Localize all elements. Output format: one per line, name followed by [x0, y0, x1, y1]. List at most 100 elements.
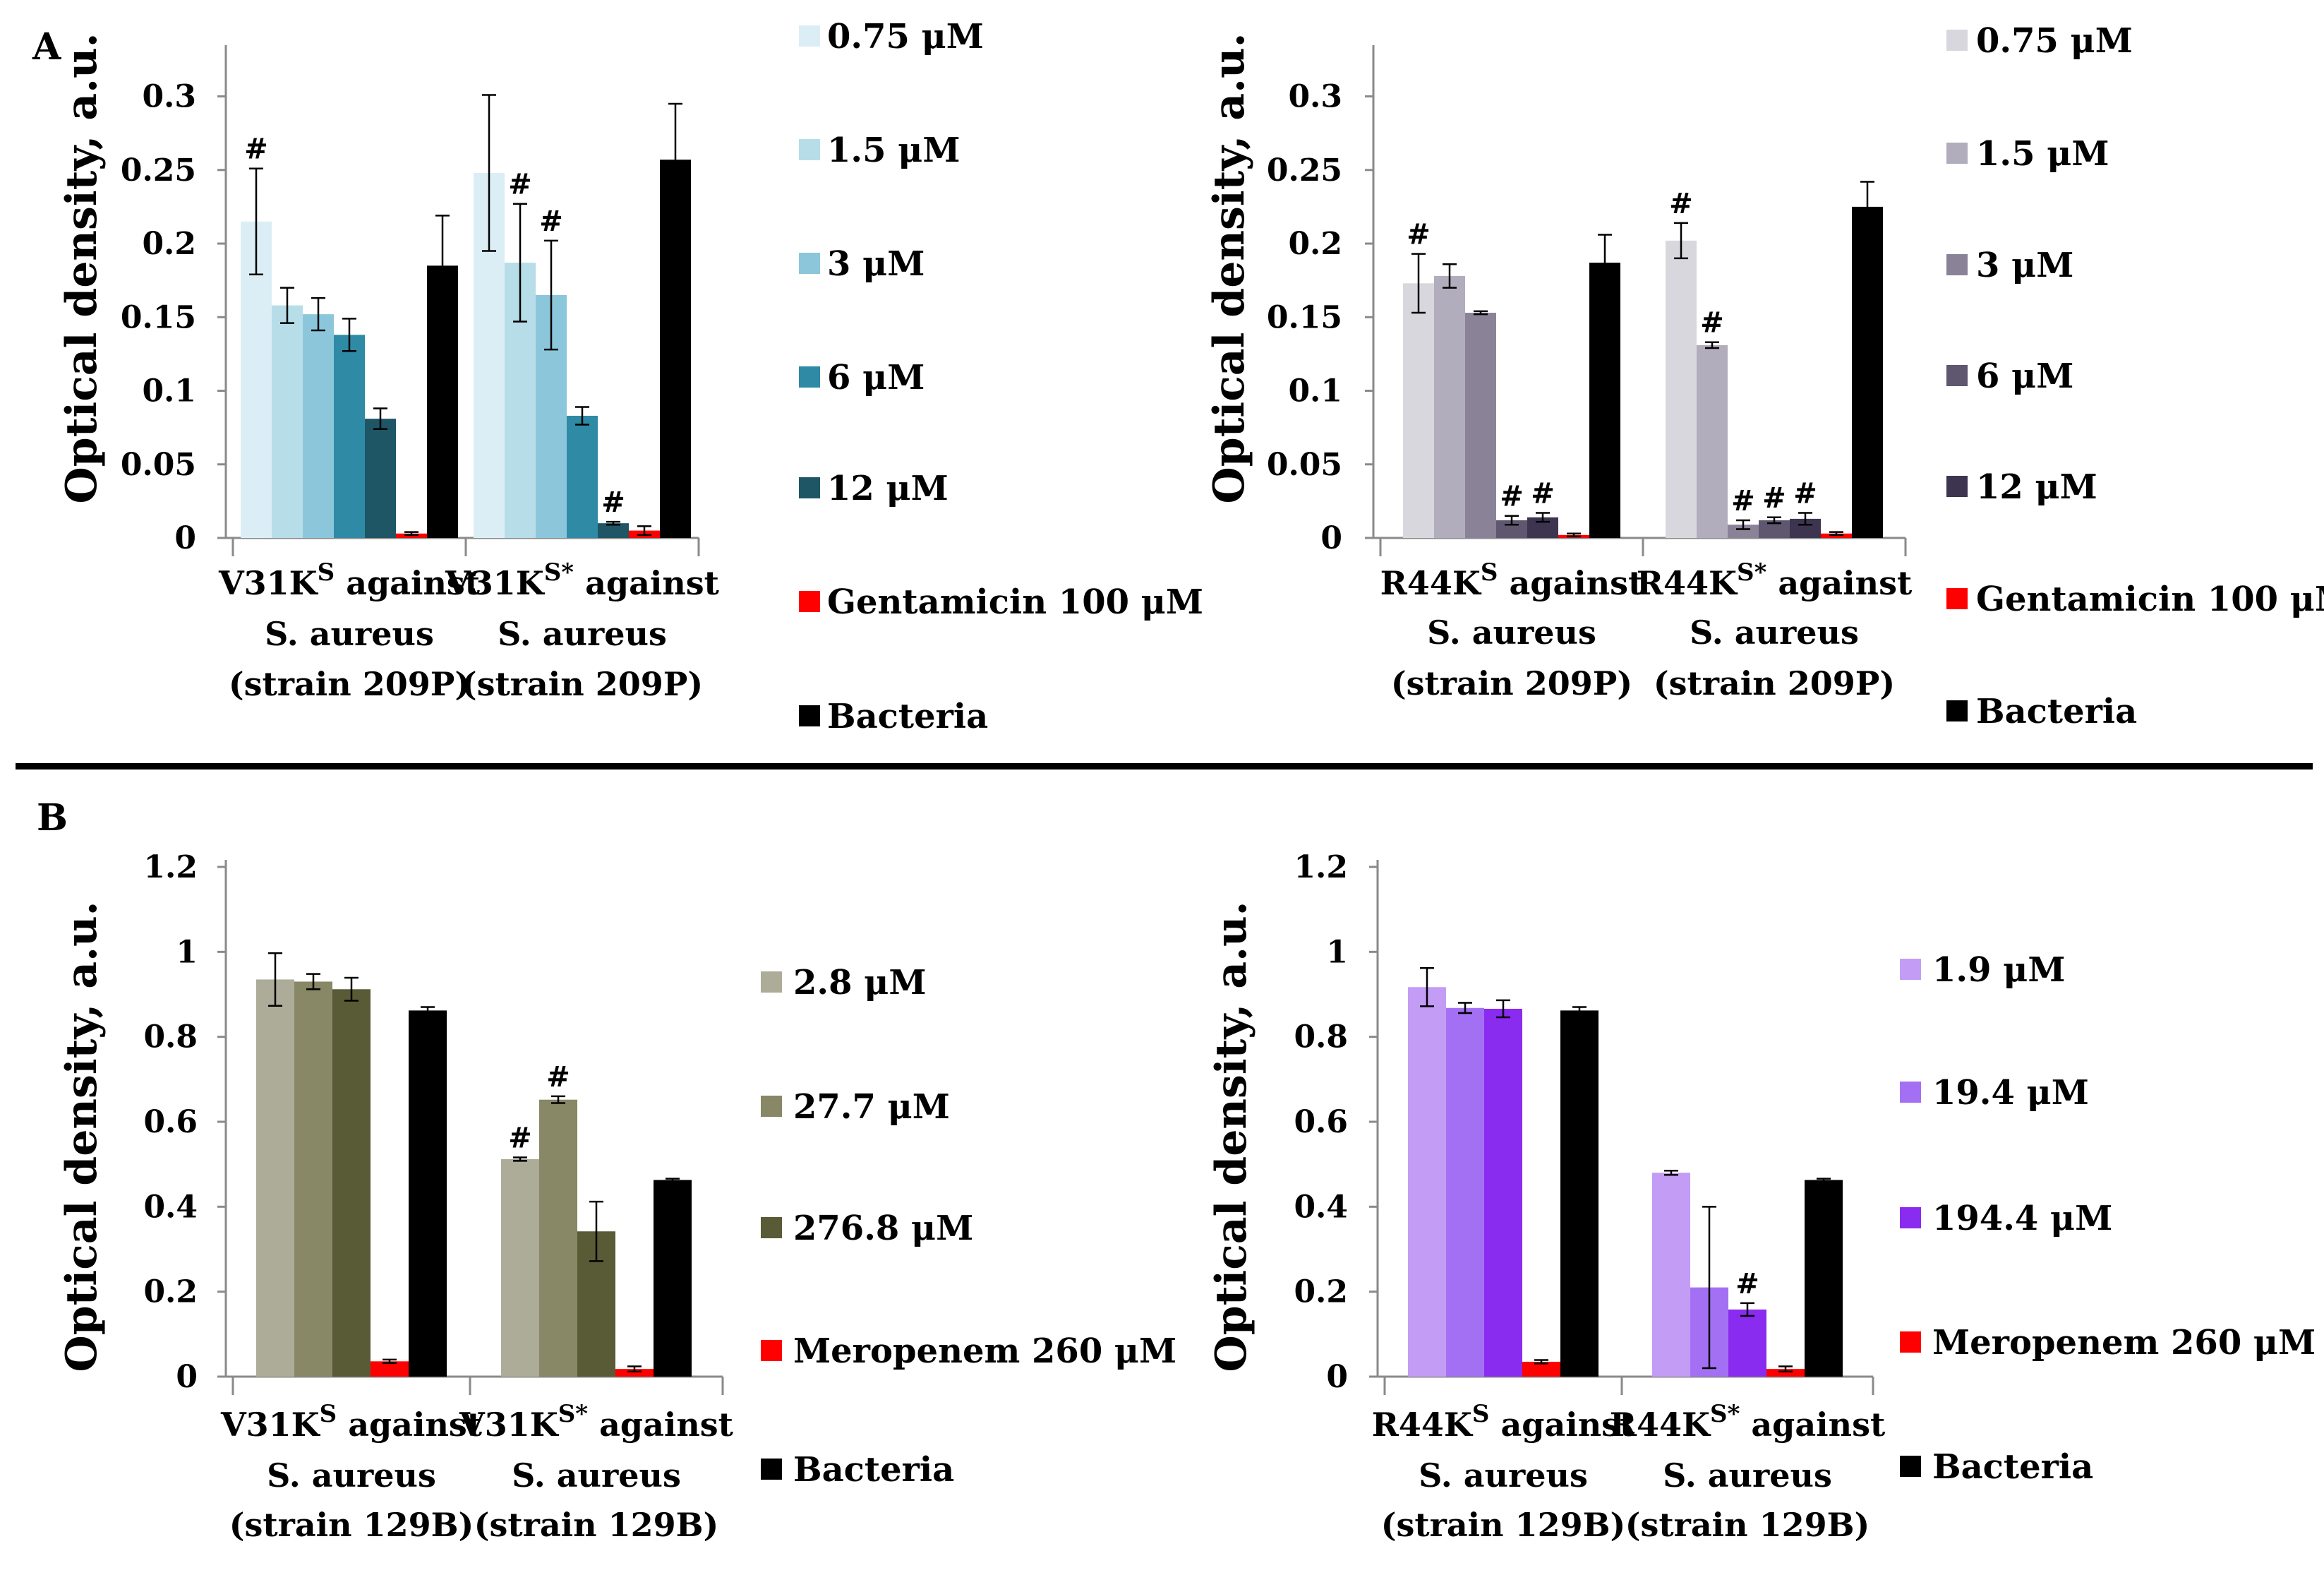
- bar: [1465, 313, 1496, 538]
- charts: 0 0.05 0.1 0.15 0.2 0.25 0.3 Optical density, a…: [57, 17, 2324, 1544]
- legend-swatch: [1946, 365, 1968, 386]
- y-tick-label: 0.15: [1267, 299, 1342, 335]
- bar: [501, 1158, 539, 1377]
- significance-marker: #: [1531, 477, 1555, 510]
- category-label: R44KS* against: [1637, 558, 1913, 602]
- legend-label: Bacteria: [1976, 692, 2137, 731]
- category-label-strain: (strain 209P): [229, 665, 470, 703]
- legend-label: 12 μM: [1976, 467, 2097, 507]
- legend-swatch: [799, 366, 820, 388]
- legend-label: 19.4 μM: [1932, 1073, 2089, 1113]
- category-label: V31KS against: [218, 558, 481, 602]
- category-label-species: S. aureus: [267, 1456, 436, 1495]
- bar: [615, 1369, 654, 1377]
- legend-label: 1.9 μM: [1932, 950, 2065, 990]
- significance-marker: #: [601, 486, 625, 519]
- bar: [409, 1010, 447, 1377]
- category-label: V31KS* against: [445, 558, 720, 602]
- bar: [334, 335, 365, 538]
- y-axis-label: Optical density, a.u.: [57, 901, 107, 1372]
- significance-marker: #: [508, 1122, 532, 1155]
- y-tick-label: 0.6: [143, 1104, 198, 1140]
- significance-marker: #: [244, 133, 268, 166]
- bar: [303, 314, 334, 538]
- legend-label: 12 μM: [827, 469, 949, 508]
- chart-1: 0 0.05 0.1 0.15 0.2 0.25 0.3 Optical density, a…: [57, 17, 1203, 736]
- chart-3: 0 0.2 0.4 0.6 0.8 1 1.2 Optical density, a.u. V3…: [57, 849, 1176, 1544]
- significance-marker: #: [1735, 1267, 1759, 1300]
- chart-2: 0 0.05 0.1 0.15 0.2 0.25 0.3 Optical density, a…: [1205, 21, 2324, 731]
- panel-divider: [16, 763, 2313, 769]
- y-tick-label: 0.3: [1288, 79, 1342, 115]
- panel-letter-a: A: [32, 25, 61, 68]
- y-tick-label: 0: [1320, 520, 1342, 556]
- legend-swatch: [1946, 700, 1968, 721]
- y-tick-label: 0.8: [1294, 1019, 1348, 1055]
- y-tick-label: 0.15: [121, 299, 196, 335]
- bar: [1697, 345, 1728, 538]
- bar: [1408, 987, 1446, 1377]
- bar: [1652, 1173, 1690, 1377]
- legend-label: Meropenem 260 μM: [1932, 1323, 2316, 1363]
- legend-swatch: [1900, 1456, 1921, 1477]
- bar: [660, 160, 691, 538]
- significance-marker: #: [539, 205, 563, 238]
- legend-label: 0.75 μM: [1976, 21, 2133, 61]
- y-tick-label: 1: [176, 934, 198, 970]
- category-label: R44KS* against: [1610, 1400, 1886, 1444]
- legend-swatch: [1900, 1331, 1921, 1353]
- bar: [1805, 1180, 1843, 1377]
- bar: [654, 1180, 692, 1377]
- y-tick-label: 0.3: [142, 79, 196, 115]
- category-label-species: S. aureus: [265, 615, 434, 653]
- y-tick-label: 0.1: [142, 373, 196, 409]
- y-tick-label: 0.4: [143, 1189, 198, 1225]
- panel-letter-b: B: [37, 796, 68, 839]
- significance-marker: #: [1793, 477, 1817, 510]
- y-tick-label: 1.2: [1294, 849, 1348, 885]
- bar: [1434, 275, 1465, 538]
- legend-label: 3 μM: [1976, 246, 2073, 285]
- bar: [256, 979, 294, 1377]
- category-label: V31KS* against: [459, 1400, 734, 1444]
- category-label-strain: (strain 129B): [474, 1506, 719, 1544]
- bar: [371, 1361, 409, 1377]
- legend-label: 27.7 μM: [793, 1087, 950, 1127]
- y-tick-label: 0.25: [121, 152, 196, 188]
- bar: [1560, 1010, 1598, 1377]
- significance-marker: #: [1669, 187, 1693, 220]
- significance-marker: #: [1407, 218, 1431, 251]
- legend-swatch: [761, 971, 782, 993]
- legend-swatch: [761, 1217, 782, 1238]
- y-tick-label: 0.6: [1294, 1104, 1348, 1140]
- category-label-strain: (strain 129B): [229, 1506, 474, 1544]
- legend-swatch: [799, 25, 820, 47]
- legend-swatch: [799, 477, 820, 498]
- y-axis-label: Optical density, a.u.: [1207, 901, 1256, 1372]
- category-label-species: S. aureus: [512, 1456, 681, 1495]
- y-tick-label: 0: [176, 1359, 198, 1395]
- significance-marker: #: [1731, 484, 1755, 517]
- legend-label: Bacteria: [1932, 1447, 2093, 1487]
- category-label: R44KS against: [1372, 1400, 1635, 1444]
- y-tick-label: 0.05: [121, 447, 196, 483]
- y-tick-label: 0.25: [1267, 152, 1342, 188]
- y-tick-label: 0.05: [1267, 447, 1342, 483]
- legend-swatch: [799, 591, 820, 612]
- y-tick-label: 0: [174, 520, 196, 556]
- bar: [1522, 1361, 1560, 1377]
- category-label-strain: (strain 129B): [1381, 1506, 1626, 1544]
- legend-swatch: [1946, 143, 1968, 164]
- category-label: V31KS against: [220, 1400, 483, 1444]
- significance-marker: #: [1700, 306, 1724, 340]
- significance-marker: #: [546, 1060, 570, 1094]
- legend-label: 276.8 μM: [793, 1209, 973, 1248]
- bar: [1766, 1369, 1805, 1377]
- category-label-species: S. aureus: [1663, 1456, 1832, 1495]
- category-label-strain: (strain 209P): [1391, 664, 1632, 702]
- legend-label: Bacteria: [827, 697, 988, 736]
- legend-swatch: [761, 1096, 782, 1117]
- legend-swatch: [1946, 588, 1968, 609]
- y-tick-label: 1.2: [143, 849, 198, 885]
